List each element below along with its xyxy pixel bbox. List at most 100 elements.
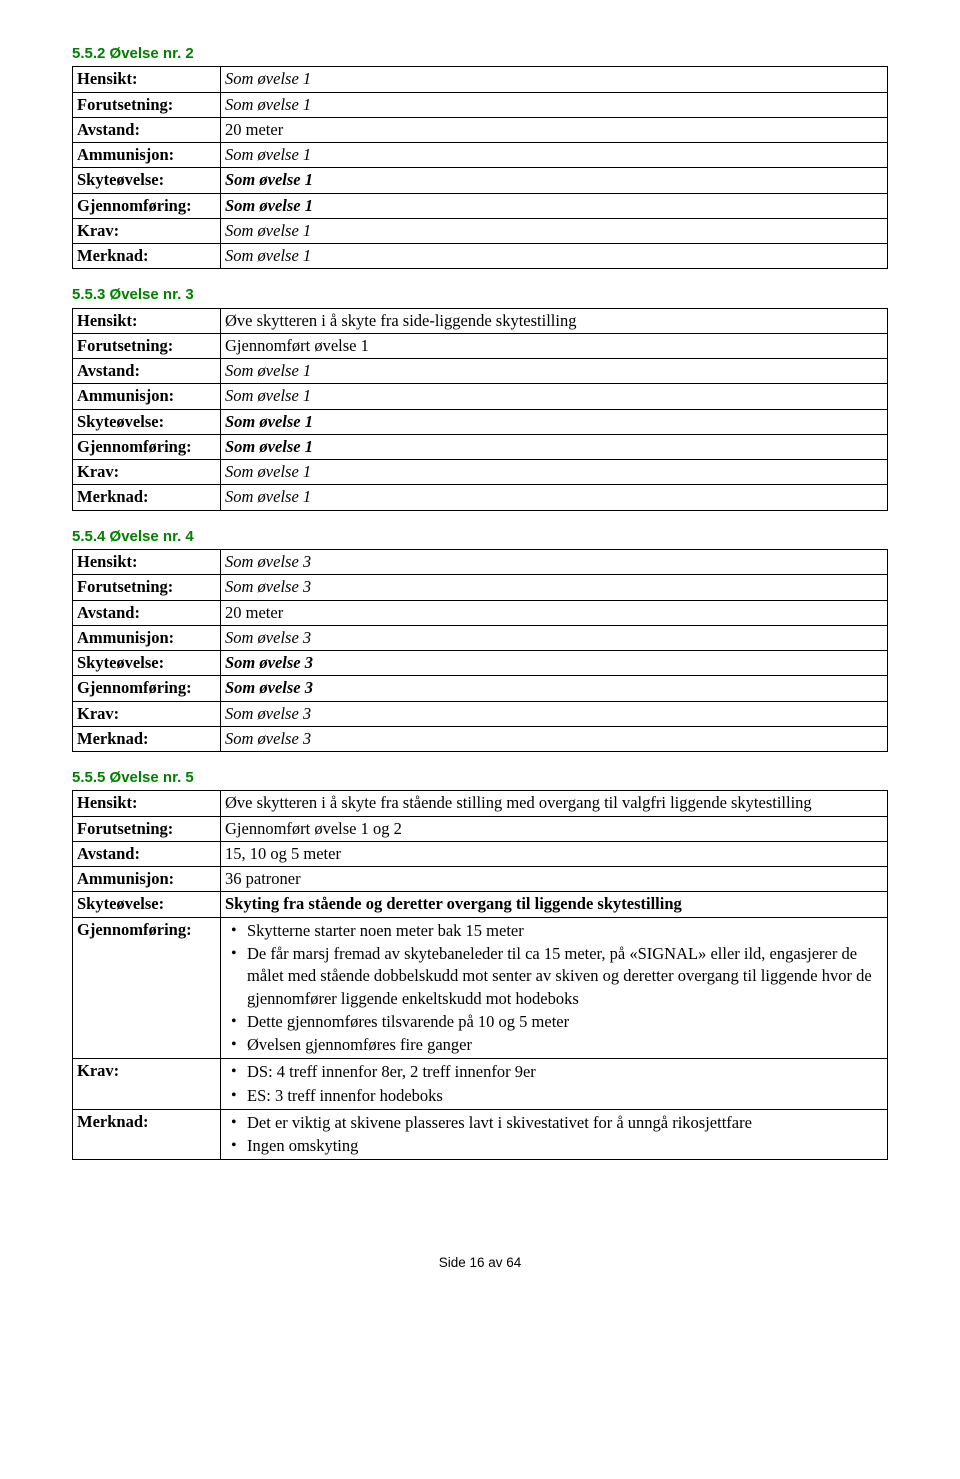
table-row: Gjennomføring:Som øvelse 1 (73, 434, 888, 459)
row-value: 36 patroner (221, 867, 888, 892)
table-row: Hensikt:Som øvelse 1 (73, 67, 888, 92)
section-heading: 5.5.5 Øvelse nr. 5 (72, 768, 888, 788)
bullet-item: De får marsj fremad av skytebaneleder ti… (225, 943, 883, 1010)
row-label: Ammunisjon: (73, 143, 221, 168)
table-row: Forutsetning:Gjennomført øvelse 1 (73, 333, 888, 358)
table-row: Hensikt:Øve skytteren i å skyte fra ståe… (73, 791, 888, 816)
table-row: Forutsetning:Gjennomført øvelse 1 og 2 (73, 816, 888, 841)
row-label: Avstand: (73, 841, 221, 866)
bullet-item: DS: 4 treff innenfor 8er, 2 treff innenf… (225, 1061, 883, 1083)
bullet-item: Det er viktig at skivene plasseres lavt … (225, 1112, 883, 1134)
table-row: Merknad:Det er viktig at skivene plasser… (73, 1109, 888, 1160)
row-value-text: Øve skytteren i å skyte fra side-liggend… (225, 311, 576, 330)
bullet-list: DS: 4 treff innenfor 8er, 2 treff innenf… (225, 1061, 883, 1107)
row-label: Krav: (73, 701, 221, 726)
row-value: Som øvelse 3 (221, 701, 888, 726)
row-label: Hensikt: (73, 308, 221, 333)
row-label: Gjennomføring: (73, 676, 221, 701)
row-label: Forutsetning: (73, 92, 221, 117)
row-label: Merknad: (73, 1109, 221, 1160)
row-value: Som øvelse 1 (221, 218, 888, 243)
table-row: Ammunisjon:36 patroner (73, 867, 888, 892)
row-label: Hensikt: (73, 550, 221, 575)
row-value: Som øvelse 1 (221, 359, 888, 384)
row-value: 15, 10 og 5 meter (221, 841, 888, 866)
table-row: Avstand:Som øvelse 1 (73, 359, 888, 384)
table-row: Merknad:Som øvelse 3 (73, 726, 888, 751)
row-value: Skytterne starter noen meter bak 15 mete… (221, 917, 888, 1059)
exercise-table: Hensikt:Øve skytteren i å skyte fra side… (72, 308, 888, 511)
row-value: Som øvelse 1 (221, 92, 888, 117)
table-row: Krav:Som øvelse 1 (73, 218, 888, 243)
section-heading: 5.5.3 Øvelse nr. 3 (72, 285, 888, 305)
row-label: Hensikt: (73, 67, 221, 92)
table-row: Forutsetning:Som øvelse 3 (73, 575, 888, 600)
row-value: Som øvelse 1 (221, 409, 888, 434)
bullet-item: Dette gjennomføres tilsvarende på 10 og … (225, 1011, 883, 1033)
row-label: Ammunisjon: (73, 384, 221, 409)
exercise-table: Hensikt:Øve skytteren i å skyte fra ståe… (72, 790, 888, 1160)
row-label: Skyteøvelse: (73, 651, 221, 676)
row-value: Som øvelse 3 (221, 676, 888, 701)
row-label: Merknad: (73, 485, 221, 510)
row-value: Som øvelse 1 (221, 244, 888, 269)
row-value: Som øvelse 3 (221, 726, 888, 751)
row-label: Avstand: (73, 359, 221, 384)
row-value: Gjennomført øvelse 1 og 2 (221, 816, 888, 841)
row-value: Som øvelse 1 (221, 168, 888, 193)
row-value: Som øvelse 1 (221, 193, 888, 218)
table-row: Ammunisjon:Som øvelse 1 (73, 384, 888, 409)
row-value-text: Skyting fra stående og deretter overgang… (225, 894, 682, 913)
row-value: Som øvelse 1 (221, 143, 888, 168)
bullet-list: Det er viktig at skivene plasseres lavt … (225, 1112, 883, 1158)
row-label: Forutsetning: (73, 333, 221, 358)
bullet-list: Skytterne starter noen meter bak 15 mete… (225, 920, 883, 1057)
table-row: Ammunisjon:Som øvelse 1 (73, 143, 888, 168)
exercise-table: Hensikt:Som øvelse 1Forutsetning:Som øve… (72, 66, 888, 269)
row-label: Gjennomføring: (73, 434, 221, 459)
row-label: Skyteøvelse: (73, 168, 221, 193)
document-root: 5.5.2 Øvelse nr. 2Hensikt:Som øvelse 1Fo… (72, 44, 888, 1160)
row-label: Avstand: (73, 600, 221, 625)
row-value: Øve skytteren i å skyte fra stående stil… (221, 791, 888, 816)
page-footer: Side 16 av 64 (72, 1254, 888, 1272)
table-row: Merknad:Som øvelse 1 (73, 244, 888, 269)
row-value: Gjennomført øvelse 1 (221, 333, 888, 358)
table-row: Merknad:Som øvelse 1 (73, 485, 888, 510)
table-row: Skyteøvelse:Som øvelse 1 (73, 168, 888, 193)
row-value: DS: 4 treff innenfor 8er, 2 treff innenf… (221, 1059, 888, 1110)
row-label: Skyteøvelse: (73, 892, 221, 917)
row-value: Som øvelse 3 (221, 550, 888, 575)
row-value-text: 15, 10 og 5 meter (225, 844, 341, 863)
row-label: Merknad: (73, 726, 221, 751)
row-value: Som øvelse 1 (221, 384, 888, 409)
row-value: Det er viktig at skivene plasseres lavt … (221, 1109, 888, 1160)
table-row: Krav:Som øvelse 1 (73, 460, 888, 485)
row-label: Gjennomføring: (73, 917, 221, 1059)
table-row: Skyteøvelse:Som øvelse 1 (73, 409, 888, 434)
table-row: Gjennomføring:Som øvelse 3 (73, 676, 888, 701)
table-row: Gjennomføring:Som øvelse 1 (73, 193, 888, 218)
section-heading: 5.5.4 Øvelse nr. 4 (72, 527, 888, 547)
row-value-text: 20 meter (225, 120, 283, 139)
bullet-item: Øvelsen gjennomføres fire ganger (225, 1034, 883, 1056)
row-value: Som øvelse 3 (221, 625, 888, 650)
row-value: Som øvelse 1 (221, 485, 888, 510)
row-label: Ammunisjon: (73, 867, 221, 892)
section-heading: 5.5.2 Øvelse nr. 2 (72, 44, 888, 64)
row-value: Øve skytteren i å skyte fra side-liggend… (221, 308, 888, 333)
row-value-text: 20 meter (225, 603, 283, 622)
bullet-item: ES: 3 treff innenfor hodeboks (225, 1085, 883, 1107)
row-value: 20 meter (221, 117, 888, 142)
row-value-text: 36 patroner (225, 869, 301, 888)
row-value: Som øvelse 3 (221, 575, 888, 600)
row-label: Forutsetning: (73, 575, 221, 600)
row-value: Som øvelse 1 (221, 67, 888, 92)
row-label: Krav: (73, 218, 221, 243)
table-row: Avstand:20 meter (73, 117, 888, 142)
row-label: Krav: (73, 460, 221, 485)
row-label: Krav: (73, 1059, 221, 1110)
row-label: Hensikt: (73, 791, 221, 816)
row-value: 20 meter (221, 600, 888, 625)
row-value-text: Gjennomført øvelse 1 (225, 336, 369, 355)
